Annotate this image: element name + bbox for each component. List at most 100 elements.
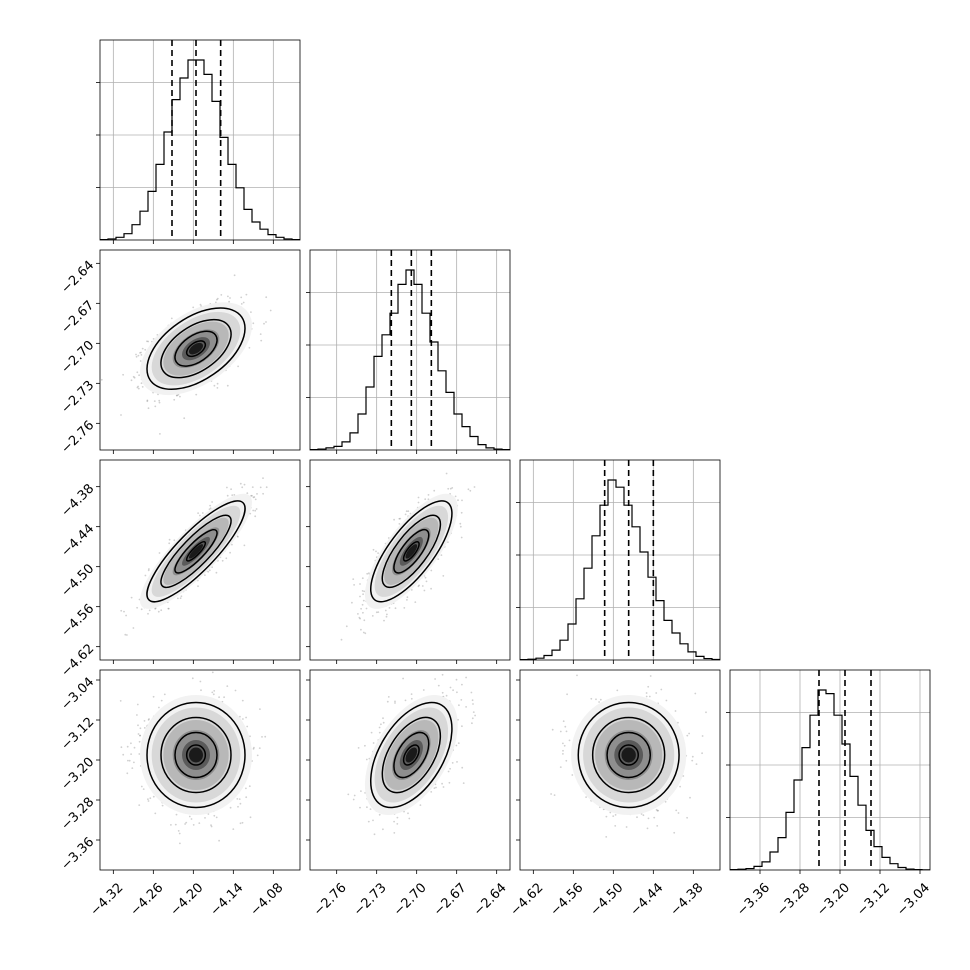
scatter-point [147,800,150,802]
scatter-point [154,405,157,408]
density-contour [160,318,232,379]
scatter-point [445,472,448,475]
scatter-point [225,557,228,560]
panel-frame [519,459,721,661]
scatter-point [241,486,244,489]
scatter-point [246,492,249,494]
scatter-point [361,603,364,606]
scatter-point [265,321,267,323]
scatter-point [185,821,188,824]
scatter-point [211,671,214,674]
scatter-point [237,365,240,368]
scatter-point [459,525,462,528]
scatter-point [403,607,406,609]
scatter-point [250,494,253,497]
scatter-point [421,585,424,587]
scatter-point [231,543,233,546]
panels-layer [96,39,931,874]
scatter-point [160,609,163,612]
scatter-point [123,610,125,613]
scatter-point [406,599,408,601]
scatter-point [175,813,178,816]
scatter-point [249,512,252,515]
scatter-point [216,382,219,385]
scatter-point [251,494,253,497]
scatter-point [208,569,211,572]
scatter-point [142,788,145,790]
scatter-point [406,596,409,599]
scatter-point [252,322,255,325]
scatter-point [226,494,229,497]
scatter-point [237,536,239,538]
scatter-point [404,513,407,516]
scatter-point [246,725,249,728]
scatter-point [240,303,243,305]
scatter-point [138,374,141,377]
scatter-point [239,482,242,485]
density-contour [146,500,246,603]
scatter-point [242,718,244,720]
scatter-point [190,818,193,820]
scatter-point [423,589,426,592]
scatter-point [372,548,375,551]
scatter-point [147,612,149,615]
scatter-point [120,414,122,416]
scatter-point [433,489,436,492]
scatter-point [363,619,366,622]
scatter-point [167,607,170,610]
scatter-point [195,393,198,396]
scatter-point [358,616,361,619]
scatter-point [362,593,364,596]
scatter-point [227,295,229,298]
scatter-point [231,494,234,496]
scatter-point [233,274,236,277]
scatter-point [243,483,246,486]
scatter-point [136,703,139,706]
scatter-point [136,606,139,609]
scatter-point [427,494,430,496]
density-contour [160,514,232,589]
scatter-point [173,398,176,401]
scatter-point [159,433,161,435]
scatter-point [442,575,445,577]
scatter-point [204,817,206,819]
density-contour [185,540,207,562]
scatter-point [229,551,232,554]
scatter-point [177,393,180,396]
scatter-point [263,322,265,325]
scatter-point [417,585,420,588]
scatter-point [141,386,144,388]
scatter-point [133,376,136,379]
scatter-point [132,627,135,629]
scatter-point [226,685,229,687]
scatter-panel-2-1 [306,459,511,664]
scatter-point [459,522,462,525]
scatter-point [174,823,177,826]
scatter-point [211,501,214,503]
panel-frame [99,39,301,241]
scatter-point [207,570,210,573]
scatter-point [192,824,195,826]
scatter-point [130,379,133,382]
scatter-point [216,297,219,300]
scatter-point [239,802,242,805]
scatter-point [204,574,206,576]
scatter-point [140,354,143,356]
scatter-point [457,499,459,502]
scatter-point [252,509,255,512]
scatter-point [208,508,211,511]
density-contour [402,540,420,562]
scatter-point [212,693,215,696]
scatter-panel-2-0 [96,459,301,664]
scatter-point [386,613,388,616]
scatter-point [417,496,420,499]
scatter-point [132,375,135,378]
scatter-point [262,477,264,479]
scatter-point [133,761,135,764]
scatter-point [407,510,410,513]
scatter-point [161,804,164,807]
scatter-point [414,601,417,603]
scatter-point [454,495,457,498]
scatter-point [213,384,216,387]
scatter-point [154,607,157,610]
